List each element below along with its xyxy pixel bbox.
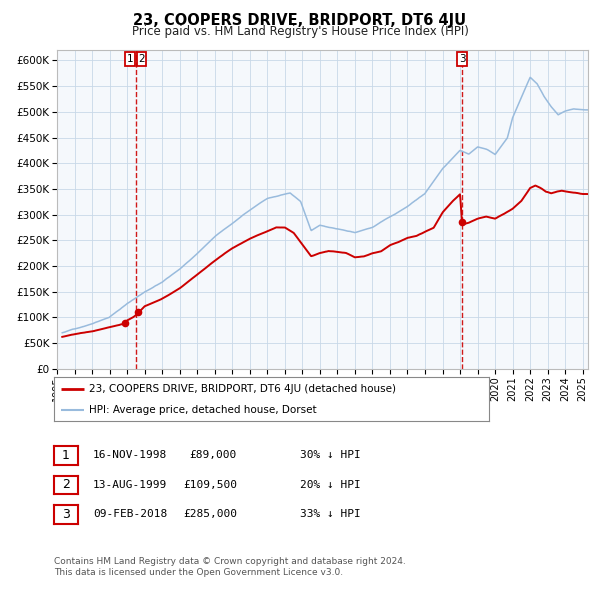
Text: 1: 1: [127, 54, 134, 64]
Text: 2: 2: [138, 54, 145, 64]
Text: This data is licensed under the Open Government Licence v3.0.: This data is licensed under the Open Gov…: [54, 568, 343, 576]
Text: 3: 3: [62, 508, 70, 521]
Text: £285,000: £285,000: [183, 510, 237, 519]
Text: 33% ↓ HPI: 33% ↓ HPI: [300, 510, 361, 519]
Text: 09-FEB-2018: 09-FEB-2018: [93, 510, 167, 519]
Text: 30% ↓ HPI: 30% ↓ HPI: [300, 451, 361, 460]
Text: £109,500: £109,500: [183, 480, 237, 490]
Text: Price paid vs. HM Land Registry's House Price Index (HPI): Price paid vs. HM Land Registry's House …: [131, 25, 469, 38]
Text: 20% ↓ HPI: 20% ↓ HPI: [300, 480, 361, 490]
Text: 1: 1: [62, 449, 70, 462]
Text: HPI: Average price, detached house, Dorset: HPI: Average price, detached house, Dors…: [89, 405, 316, 415]
Text: 23, COOPERS DRIVE, BRIDPORT, DT6 4JU (detached house): 23, COOPERS DRIVE, BRIDPORT, DT6 4JU (de…: [89, 384, 396, 394]
Text: 23, COOPERS DRIVE, BRIDPORT, DT6 4JU: 23, COOPERS DRIVE, BRIDPORT, DT6 4JU: [133, 13, 467, 28]
Text: 2: 2: [62, 478, 70, 491]
Text: 13-AUG-1999: 13-AUG-1999: [93, 480, 167, 490]
Text: £89,000: £89,000: [190, 451, 237, 460]
Text: 3: 3: [459, 54, 466, 64]
Text: Contains HM Land Registry data © Crown copyright and database right 2024.: Contains HM Land Registry data © Crown c…: [54, 557, 406, 566]
Text: 16-NOV-1998: 16-NOV-1998: [93, 451, 167, 460]
